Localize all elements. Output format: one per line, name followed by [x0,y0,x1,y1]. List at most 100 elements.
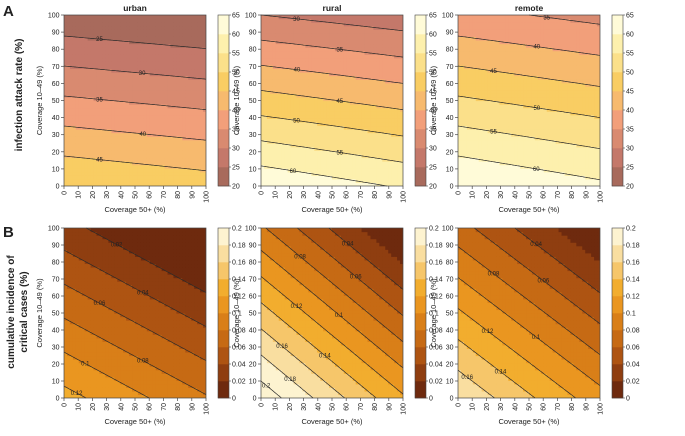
contour-cell [394,153,398,159]
contour-cell [269,47,274,52]
contour-cell [191,39,195,45]
contour-cell [158,61,163,66]
contour-cell [161,175,166,180]
contour-cell [397,153,401,159]
contour-cell [382,54,386,59]
contour-cell [332,132,336,137]
contour-cell [117,104,121,109]
contour-cell [191,182,195,186]
contour-cell [194,129,198,134]
contour-cell [305,15,309,20]
contour-cell [176,118,180,123]
contour-cell [152,153,157,159]
contour-cell [152,157,157,162]
contour-cell [78,146,83,151]
contour-cell [126,61,130,66]
contour-cell [290,157,295,162]
contour-cell [108,143,112,148]
contour-cell [161,18,166,23]
contour-cell [185,171,189,176]
contour-cell [388,86,392,91]
contour-cell [146,125,151,130]
contour-cell [176,57,180,62]
contour-cell [105,57,109,62]
contour-cell [296,18,301,23]
contour-cell [197,178,201,184]
contour-cell [149,25,154,30]
contour-cell [394,129,398,134]
contour-cell [275,68,280,73]
contour-cell [323,182,327,186]
contour-cell [394,164,398,169]
contour-cell [176,82,180,87]
contour-cell [370,89,375,94]
contour-cell [332,114,336,119]
contour-cell [308,25,312,30]
contour-cell [117,43,121,48]
contour-cell [158,54,163,59]
contour-cell [146,93,151,98]
contour-cell [158,75,163,80]
contour-cell [382,182,386,186]
contour-cell [311,79,315,84]
contour-cell [155,47,160,52]
contour-cell [111,164,115,169]
contour-cell [364,129,369,134]
contour-cell [126,125,130,130]
contour-cell [293,146,298,151]
contour-cell [340,79,345,84]
contour-cell [358,136,363,141]
contour-cell [329,129,333,134]
contour-cell [332,168,336,173]
contour-cell [261,32,265,37]
y-tick-label: 100 [48,13,60,20]
contour-cell [81,96,86,102]
contour-cell [155,32,160,37]
contour-cell [278,182,283,186]
contour-cell [278,114,283,119]
contour-cell [64,32,68,37]
contour-cell [337,139,342,144]
contour-cell [120,132,124,137]
contour-cell [302,15,306,20]
contour-cell [179,178,183,184]
contour-cell [108,121,112,127]
contour-cell [278,82,283,87]
contour-cell [185,111,189,116]
contour-cell [155,157,160,162]
contour-cell [400,161,403,166]
contour-cell [194,68,198,73]
contour-cell [75,39,80,45]
contour-cell [458,36,462,41]
contour-cell [364,47,369,52]
contour-cell [137,86,142,91]
contour-cell [287,25,292,30]
contour-cell [388,43,392,48]
contour-cell [90,100,95,105]
contour-cell [117,111,121,116]
contour-cell [296,15,301,20]
contour-cell [391,118,395,123]
contour-cell [105,139,109,144]
contour-cell [320,54,324,59]
contour-cell [155,89,160,94]
contour-cell [284,146,289,151]
contour-cell [191,86,195,91]
contour-cell [99,29,104,34]
contour-cell [355,168,360,173]
contour-cell [108,64,112,70]
contour-cell [284,153,289,159]
contour-cell [96,139,101,144]
contour-cell [200,157,204,162]
contour-cell [388,150,392,155]
contour-cell [278,32,283,37]
contour-cell [376,161,380,166]
contour-cell [64,82,68,87]
contour-cell [305,22,309,27]
contour-cell [263,146,268,151]
contour-cell [314,104,318,109]
contour-cell [69,75,74,80]
contour-cell [355,96,360,102]
contour-cell [167,47,172,52]
contour-cell [370,104,375,109]
